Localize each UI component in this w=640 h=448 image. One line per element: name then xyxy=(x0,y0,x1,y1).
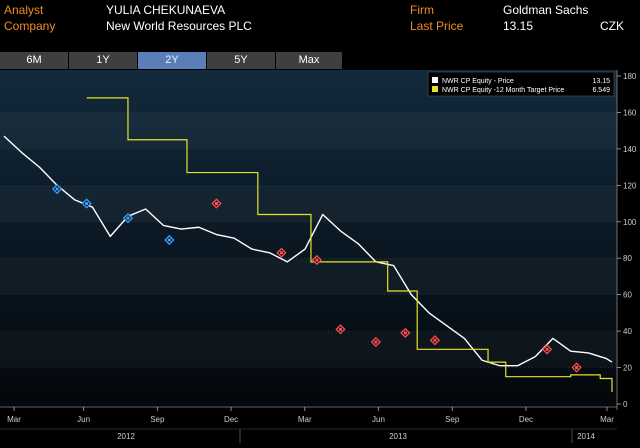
marker-core xyxy=(433,338,437,342)
buy-rating-marker xyxy=(81,198,92,209)
sell-rating-marker xyxy=(335,324,346,335)
firm-label: Firm xyxy=(410,3,434,17)
last-price-value: 13.15 xyxy=(503,19,534,33)
marker-core xyxy=(55,187,59,191)
marker-core xyxy=(126,216,130,220)
legend-target-swatch xyxy=(432,86,438,92)
currency-label: CZK xyxy=(600,19,624,33)
tab-1y[interactable]: 1Y xyxy=(69,52,137,69)
y-tick-label: 140 xyxy=(623,145,637,154)
x-tick-label: Jun xyxy=(77,415,90,424)
tab-max[interactable]: Max xyxy=(276,52,342,69)
grid-bands xyxy=(0,112,617,405)
grid-band xyxy=(0,258,617,294)
buy-rating-marker xyxy=(122,213,134,224)
grid-band xyxy=(0,112,617,148)
y-tick-label: 120 xyxy=(623,181,637,190)
target-series-line xyxy=(86,97,613,393)
marker-core xyxy=(279,251,283,255)
legend-target-name: NWR CP Equity -12 Month Target Price xyxy=(442,87,564,94)
x-tick-label: Dec xyxy=(519,415,533,424)
price-series-line xyxy=(3,135,613,367)
company-label: Company xyxy=(4,19,56,33)
x-axis: Mar Jun Sep Dec Mar Jun Sep Dec Mar 2012 2013 2014 xyxy=(0,406,617,443)
period-tabs: 6M 1Y 2Y 5Y Max xyxy=(0,52,342,69)
sell-rating-marker xyxy=(541,344,553,355)
y-tick-label: 40 xyxy=(623,327,632,336)
sell-rating-marker xyxy=(311,254,322,266)
price-chart: 0 20 40 60 80 100 120 140 160 180 Mar Jun Sep Dec Mar… xyxy=(0,70,640,443)
y-tick-label: 0 xyxy=(623,400,628,409)
buy-rating-marker xyxy=(164,234,175,246)
y-tick-label: 80 xyxy=(623,254,632,263)
analyst-value: YULIA CHEKUNAEVA xyxy=(106,3,226,17)
y-axis: 0 20 40 60 80 100 120 140 160 180 xyxy=(616,70,637,410)
y-tick-label: 180 xyxy=(623,72,637,81)
analyst-label: Analyst xyxy=(4,3,44,17)
tab-5y[interactable]: 5Y xyxy=(207,52,275,69)
y-tick-label: 160 xyxy=(623,108,637,117)
x-tick-label: Mar xyxy=(298,415,312,424)
firm-value: Goldman Sachs xyxy=(503,3,589,17)
x-tick-label: Dec xyxy=(224,415,238,424)
x-tick-label: Mar xyxy=(7,415,21,424)
marker-core xyxy=(167,238,171,242)
tab-2y[interactable]: 2Y xyxy=(138,52,206,69)
tab-6m[interactable]: 6M xyxy=(0,52,68,69)
legend-price-swatch xyxy=(432,77,438,83)
x-tick-label: Mar xyxy=(600,415,614,424)
marker-core xyxy=(85,202,89,206)
buy-rating-marker xyxy=(52,183,63,195)
legend-box xyxy=(427,71,615,97)
grid-band xyxy=(0,185,617,221)
marker-core xyxy=(545,347,549,351)
header-panel: Analyst YULIA CHEKUNAEVA Company New Wor… xyxy=(0,0,640,48)
legend-price-name: NWR CP Equity - Price xyxy=(442,78,514,85)
sell-rating-marker xyxy=(400,327,411,339)
plot-area xyxy=(3,97,613,393)
marker-core xyxy=(374,340,378,344)
y-tick-label: 60 xyxy=(623,291,632,300)
company-value: New World Resources PLC xyxy=(106,19,252,33)
legend-target-last: 6.549 xyxy=(592,87,610,94)
x-year-label: 2013 xyxy=(389,432,407,441)
last-price-label: Last Price xyxy=(410,19,464,33)
x-year-label: 2012 xyxy=(117,432,135,441)
chart-legend: NWR CP Equity - Price 13.15 NWR CP Equit… xyxy=(427,71,615,97)
legend-price-last: 13.15 xyxy=(592,78,610,85)
sell-rating-marker xyxy=(370,336,382,348)
y-tick-label: 20 xyxy=(623,364,632,373)
x-tick-label: Sep xyxy=(150,415,165,424)
x-tick-label: Sep xyxy=(445,415,460,424)
marker-core xyxy=(215,202,219,206)
x-year-label: 2014 xyxy=(577,432,595,441)
sell-rating-marker xyxy=(571,362,582,373)
y-tick-label: 100 xyxy=(623,218,637,227)
sell-rating-marker xyxy=(276,247,287,258)
sell-rating-marker xyxy=(429,335,441,346)
marker-core xyxy=(315,258,319,262)
marker-core xyxy=(575,366,579,370)
plot-background xyxy=(0,70,617,406)
marker-core xyxy=(338,327,342,331)
sell-rating-marker xyxy=(211,198,222,209)
marker-core xyxy=(403,331,407,335)
x-tick-label: Jun xyxy=(372,415,385,424)
